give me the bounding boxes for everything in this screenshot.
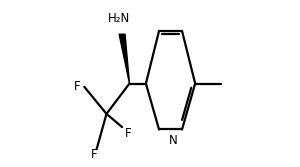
Polygon shape bbox=[119, 34, 130, 84]
Text: H₂N: H₂N bbox=[108, 12, 130, 25]
Text: N: N bbox=[169, 134, 177, 147]
Text: F: F bbox=[91, 148, 98, 161]
Text: F: F bbox=[74, 80, 80, 93]
Text: F: F bbox=[124, 127, 131, 140]
